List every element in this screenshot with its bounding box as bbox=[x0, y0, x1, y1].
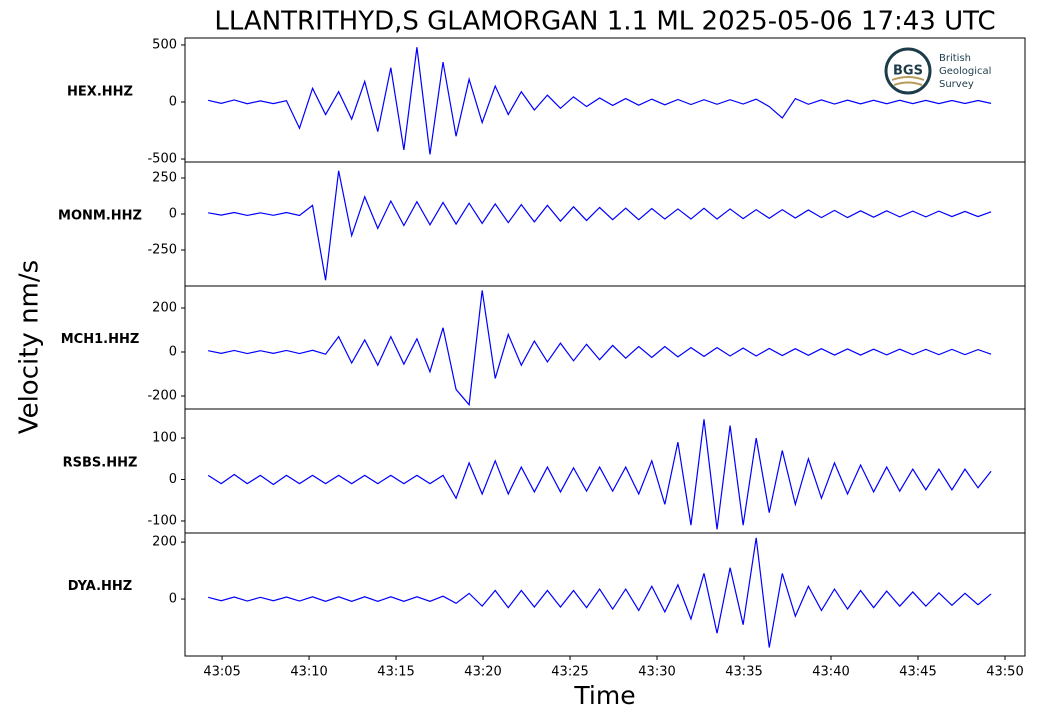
x-tick-label: 43:25 bbox=[551, 665, 588, 680]
logo-ring bbox=[884, 47, 932, 95]
waveform bbox=[208, 290, 992, 407]
y-tick-label: -250 bbox=[147, 242, 177, 257]
panel: DYA.HHZ 200 0 43:05 43:10 43:15 43:20 43:25 43:3… bbox=[68, 532, 1026, 680]
x-tick-label: 43:30 bbox=[638, 665, 675, 680]
x-tick-label: 43:40 bbox=[812, 665, 849, 680]
panel-frame bbox=[184, 161, 1026, 287]
y-tick-label: -200 bbox=[147, 389, 177, 404]
waveform bbox=[208, 170, 992, 281]
panel: MONM.HHZ 250 0 -250 bbox=[58, 161, 1026, 287]
y-tick-label: 200 bbox=[152, 301, 177, 316]
waveform bbox=[207, 537, 992, 648]
y-axis-label: Velocity nm/s bbox=[15, 260, 45, 434]
station-label: RSBS.HHZ bbox=[63, 456, 138, 471]
station-label: DYA.HHZ bbox=[68, 579, 132, 594]
x-axis-label: Time bbox=[573, 681, 635, 710]
y-tick-label: 500 bbox=[152, 37, 177, 52]
station-label: HEX.HHZ bbox=[67, 85, 133, 100]
y-tick-label: -500 bbox=[147, 152, 177, 167]
logo: BGS British Geological Survey bbox=[884, 47, 991, 95]
y-tick-label: 0 bbox=[169, 94, 177, 109]
y-tick-label: 250 bbox=[152, 170, 177, 185]
panel-frame bbox=[184, 285, 1026, 410]
x-tick-label: 43:20 bbox=[464, 665, 501, 680]
figure-title: LLANTRITHYD,S GLAMORGAN 1.1 ML 2025-05-0… bbox=[214, 7, 995, 37]
logo-text: Geological bbox=[939, 66, 991, 77]
waveform bbox=[208, 47, 992, 155]
waveform bbox=[207, 419, 992, 530]
logo-text: Survey bbox=[939, 79, 974, 90]
station-label: MONM.HHZ bbox=[58, 209, 142, 224]
panel-frame bbox=[184, 408, 1026, 534]
logo-mark: BGS bbox=[893, 64, 923, 79]
y-tick-label: 0 bbox=[169, 206, 177, 221]
y-tick-label: 0 bbox=[169, 345, 177, 360]
y-tick-label: 100 bbox=[152, 431, 177, 446]
x-tick-label: 43:50 bbox=[986, 665, 1023, 680]
y-tick-label: 0 bbox=[169, 472, 177, 487]
panel: RSBS.HHZ 100 0 -100 bbox=[63, 408, 1026, 534]
logo-text: British bbox=[939, 53, 971, 64]
x-tick-label: 43:10 bbox=[290, 665, 327, 680]
y-tick-label: 200 bbox=[152, 535, 177, 550]
x-tick-label: 43:05 bbox=[203, 665, 240, 680]
panel: HEX.HHZ 500 0 -500 bbox=[67, 37, 1026, 167]
logo-wave bbox=[891, 76, 925, 86]
panel: MCH1.HHZ 200 0 -200 bbox=[61, 285, 1026, 410]
station-label: MCH1.HHZ bbox=[61, 332, 140, 347]
x-tick-label: 43:35 bbox=[725, 665, 762, 680]
y-tick-label: -100 bbox=[147, 513, 177, 528]
panel-frame bbox=[184, 532, 1026, 657]
y-tick-label: 0 bbox=[169, 592, 177, 607]
x-tick-label: 43:15 bbox=[377, 665, 414, 680]
x-tick-label: 43:45 bbox=[899, 665, 936, 680]
